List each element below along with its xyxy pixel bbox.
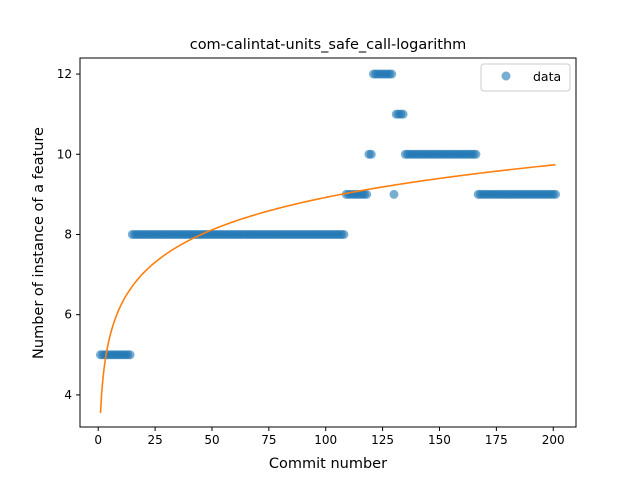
plot-frame bbox=[79, 57, 577, 428]
y-tick-label: 10 bbox=[57, 147, 72, 161]
x-tick-label: 175 bbox=[485, 433, 508, 447]
chart-title: com-calintat-units_safe_call-logarithm bbox=[190, 37, 467, 53]
data-point bbox=[471, 149, 481, 159]
y-axis-label: Number of instance of a feature bbox=[31, 127, 47, 359]
x-tick-label: 25 bbox=[147, 433, 162, 447]
y-tick-label: 4 bbox=[64, 388, 72, 402]
y-tick-label: 6 bbox=[64, 308, 72, 322]
x-tick-label: 150 bbox=[428, 433, 451, 447]
legend-label-data: data bbox=[533, 69, 561, 84]
y-tick-label: 8 bbox=[64, 227, 72, 241]
x-tick-label: 75 bbox=[261, 433, 276, 447]
legend: data bbox=[480, 63, 571, 92]
data-point bbox=[125, 350, 135, 360]
data-point bbox=[387, 69, 397, 79]
data-point bbox=[339, 229, 349, 239]
data-point bbox=[398, 109, 408, 119]
fit-curve bbox=[99, 163, 556, 414]
data-point bbox=[389, 189, 399, 199]
x-tick-label: 50 bbox=[204, 433, 219, 447]
x-tick-label: 0 bbox=[94, 433, 102, 447]
x-tick-label: 100 bbox=[314, 433, 337, 447]
data-point bbox=[362, 189, 372, 199]
x-tick-label: 200 bbox=[542, 433, 565, 447]
legend-marker-data bbox=[501, 71, 511, 81]
x-axis-label: Commit number bbox=[269, 456, 387, 472]
y-tick-label: 12 bbox=[57, 67, 72, 81]
data-point bbox=[366, 149, 376, 159]
data-points bbox=[95, 69, 561, 360]
legend-frame bbox=[480, 63, 571, 92]
fit-curve-layer bbox=[99, 163, 556, 414]
data-point bbox=[551, 189, 561, 199]
axes: 0 25 50 75 100 125 150 175 200 4 6 8 10 12 bbox=[57, 57, 577, 447]
x-tick-label: 125 bbox=[371, 433, 394, 447]
